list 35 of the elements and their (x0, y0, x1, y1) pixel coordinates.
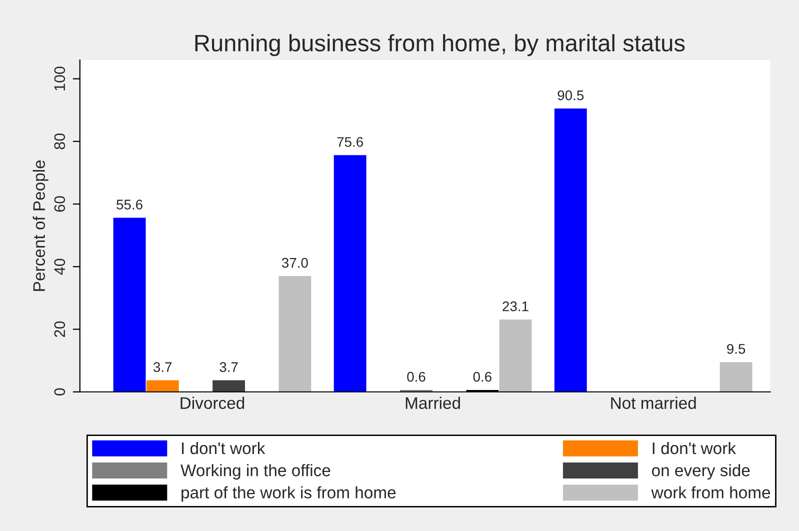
legend-label: on every side (652, 464, 750, 480)
x-tick-label: Married (406, 396, 460, 409)
x-tick-label: Divorced (180, 396, 244, 409)
y-tick-label: 0 (54, 388, 66, 396)
data-label: 75.6 (337, 137, 363, 147)
y-tick-label: 40 (54, 258, 66, 275)
y-tick-label: 100 (54, 66, 66, 90)
bar (720, 362, 752, 392)
x-tick-label: Not married (611, 396, 696, 409)
data-label: 3.7 (220, 362, 238, 372)
bar (113, 218, 146, 392)
data-label: 0.6 (407, 372, 426, 382)
bar (499, 320, 532, 392)
data-label: 23.1 (502, 301, 528, 312)
legend-label: I don't work (182, 442, 266, 454)
legend-label: part of the work is from home (182, 486, 396, 502)
bar (554, 108, 587, 392)
data-label: 0.6 (473, 372, 492, 382)
data-label: 3.7 (153, 362, 172, 372)
y-axis-title: Percent of People (32, 160, 48, 291)
legend-label: work from home (651, 486, 770, 498)
y-tick-label: 20 (54, 321, 66, 337)
data-label: 37.0 (282, 258, 308, 268)
bar (334, 155, 366, 392)
legend-label: I don't work (652, 442, 736, 454)
bar (146, 380, 179, 392)
data-label: 9.5 (727, 344, 746, 354)
data-label: 55.6 (116, 200, 142, 210)
y-tick-label: 60 (54, 196, 66, 212)
y-tick-label: 80 (54, 134, 66, 150)
legend-label: Working in the office (180, 464, 330, 480)
bar (278, 276, 312, 392)
chart-title: Running business from home, by marital status (195, 34, 685, 56)
data-label: 90.5 (558, 90, 584, 100)
bar (212, 380, 245, 392)
